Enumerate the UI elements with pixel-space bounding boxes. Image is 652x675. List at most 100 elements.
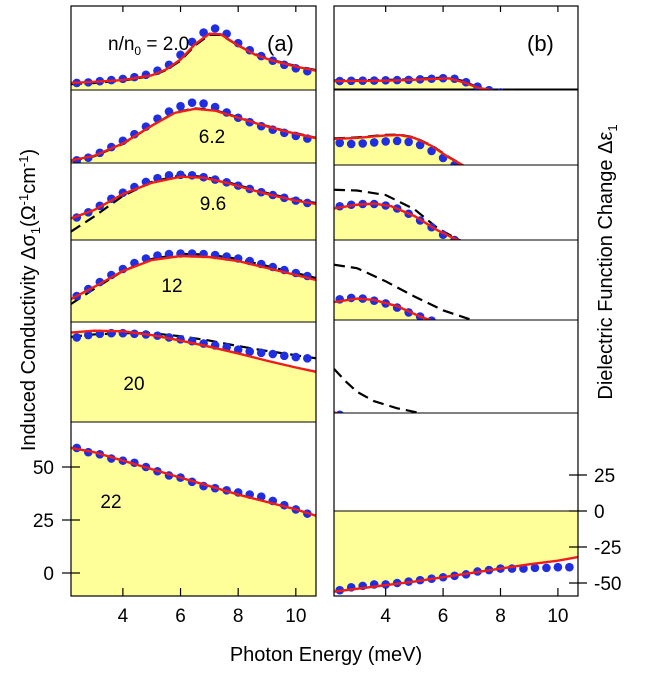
b-point-20-5 [393,423,402,432]
b-fit-2.0 [334,77,497,90]
b-point-20-1 [347,418,356,427]
b-point-20-14 [496,420,505,429]
a-fill-9.6 [71,176,316,240]
b-point-9.6-15 [508,248,517,257]
a-point-20-19 [291,352,301,362]
b-point-6.2-16 [519,173,528,182]
b-point-20-12 [473,420,482,429]
b-point-12-9 [441,319,445,320]
b-fill-20 [334,412,578,413]
b-point-6.2-4 [381,137,390,146]
density-label-6.2: 6.2 [199,127,225,148]
b-point-6.2-19 [554,173,563,182]
density-label-20: 20 [123,374,144,395]
a-point-20-16 [256,348,266,358]
b-point-12-10 [450,323,459,332]
x-tick-label-a-8: 8 [233,606,244,627]
a-point-6.2-10 [187,98,197,107]
a-fill-12 [71,256,316,322]
density-title: n/n0 = 2.0 [108,34,189,58]
b-point-12-19 [554,331,563,340]
x-tick-label-b-8: 8 [495,606,506,627]
a-point-2.0-11 [199,28,208,37]
b-fit-6.2 [334,133,465,165]
a-strip-22 [71,443,316,596]
b-point-6.2-1 [346,139,356,149]
b-point-6.2-5 [392,136,402,146]
density-label-9.6: 9.6 [200,194,226,215]
b-point-12-15 [508,330,517,339]
a-point-9.6-8 [164,171,174,180]
b-fill-22 [334,511,578,592]
a-point-2.0-12 [210,24,220,33]
b-point-20-6 [404,423,413,432]
a-point-12-7 [153,251,162,260]
b-point-9.6-13 [485,245,494,254]
a-point-20-17 [268,349,278,359]
b-point-6.2-18 [542,173,551,182]
b-point-12-14 [496,330,505,339]
a-fit-2.0 [71,32,316,85]
a-point-20-0 [72,333,82,342]
b-point-2.0-17 [531,90,540,99]
b-point-6.2-6 [404,137,413,147]
b-strip-20 [334,368,578,432]
a-point-20-1 [83,330,93,340]
b-point-20-4 [381,423,390,432]
x-tick-label-b-10: 10 [547,606,568,627]
b-point-12-17 [531,331,540,340]
y-tick-label-b-25: 25 [594,466,615,487]
b-fill-12 [334,298,578,320]
density-label-12: 12 [161,276,182,297]
a-fit-9.6 [71,175,316,220]
b-point-6.2-11 [462,166,471,175]
a-point-20-20 [303,354,312,363]
b-point-20-16 [519,421,528,430]
panel-a-plot: 6.2 9.6 12 20 22 [71,24,316,596]
b-strip-2.0 [334,73,578,99]
b-point-22-18 [542,563,551,573]
y-tick-label-b-0: 0 [594,502,605,523]
a-fit-12 [71,254,316,301]
a-strip-20 [71,328,316,422]
panel-b-y-axis-label: Dielectric Function Change Δε1 [595,124,620,399]
x-tick-label-b-4: 4 [380,606,391,627]
b-point-6.2-14 [496,172,505,181]
a-fit-20 [71,329,316,373]
y-tick-label-a-25: 25 [33,511,54,532]
b-point-6.2-3 [369,138,379,147]
b-strip-22 [334,510,578,595]
b-fit-9.6 [334,202,462,240]
b-strip-12 [334,263,578,340]
b-point-12-13 [485,329,494,338]
b-point-2.0-16 [522,89,525,90]
b-point-9.6-16 [519,248,528,257]
b-dashed-12 [334,263,479,320]
a-fill-22 [71,447,316,596]
b-point-12-16 [519,331,528,340]
b-fit-20 [334,411,340,413]
b-point-9.6-11 [462,240,471,249]
panel-b-frame [333,5,579,597]
y-tick-label-b--50: -50 [594,574,621,595]
x-tick-label-a-4: 4 [118,606,129,627]
panel-b-label: (b) [527,31,554,56]
a-point-20-15 [245,347,255,356]
b-point-2.0-18 [542,90,551,99]
b-fill-9.6 [334,203,578,240]
x-axis-label: Photon Energy (meV) [230,644,422,666]
b-point-9.6-17 [531,248,540,257]
a-fill-2.0 [71,33,316,90]
b-fit-22 [334,555,578,593]
a-fit-22 [71,446,316,517]
b-point-20-18 [542,421,551,430]
panel-a-y-axis-label: Induced Conductivity Δσ1(Ω-1cm-1) [16,149,43,451]
b-point-20-9 [439,423,448,432]
b-point-20-7 [416,423,425,432]
b-point-20-10 [450,422,459,431]
b-point-20-0 [335,410,344,413]
b-point-9.6-18 [542,248,551,257]
x-tick-label-b-6: 6 [438,606,449,627]
b-point-12-18 [542,331,551,340]
